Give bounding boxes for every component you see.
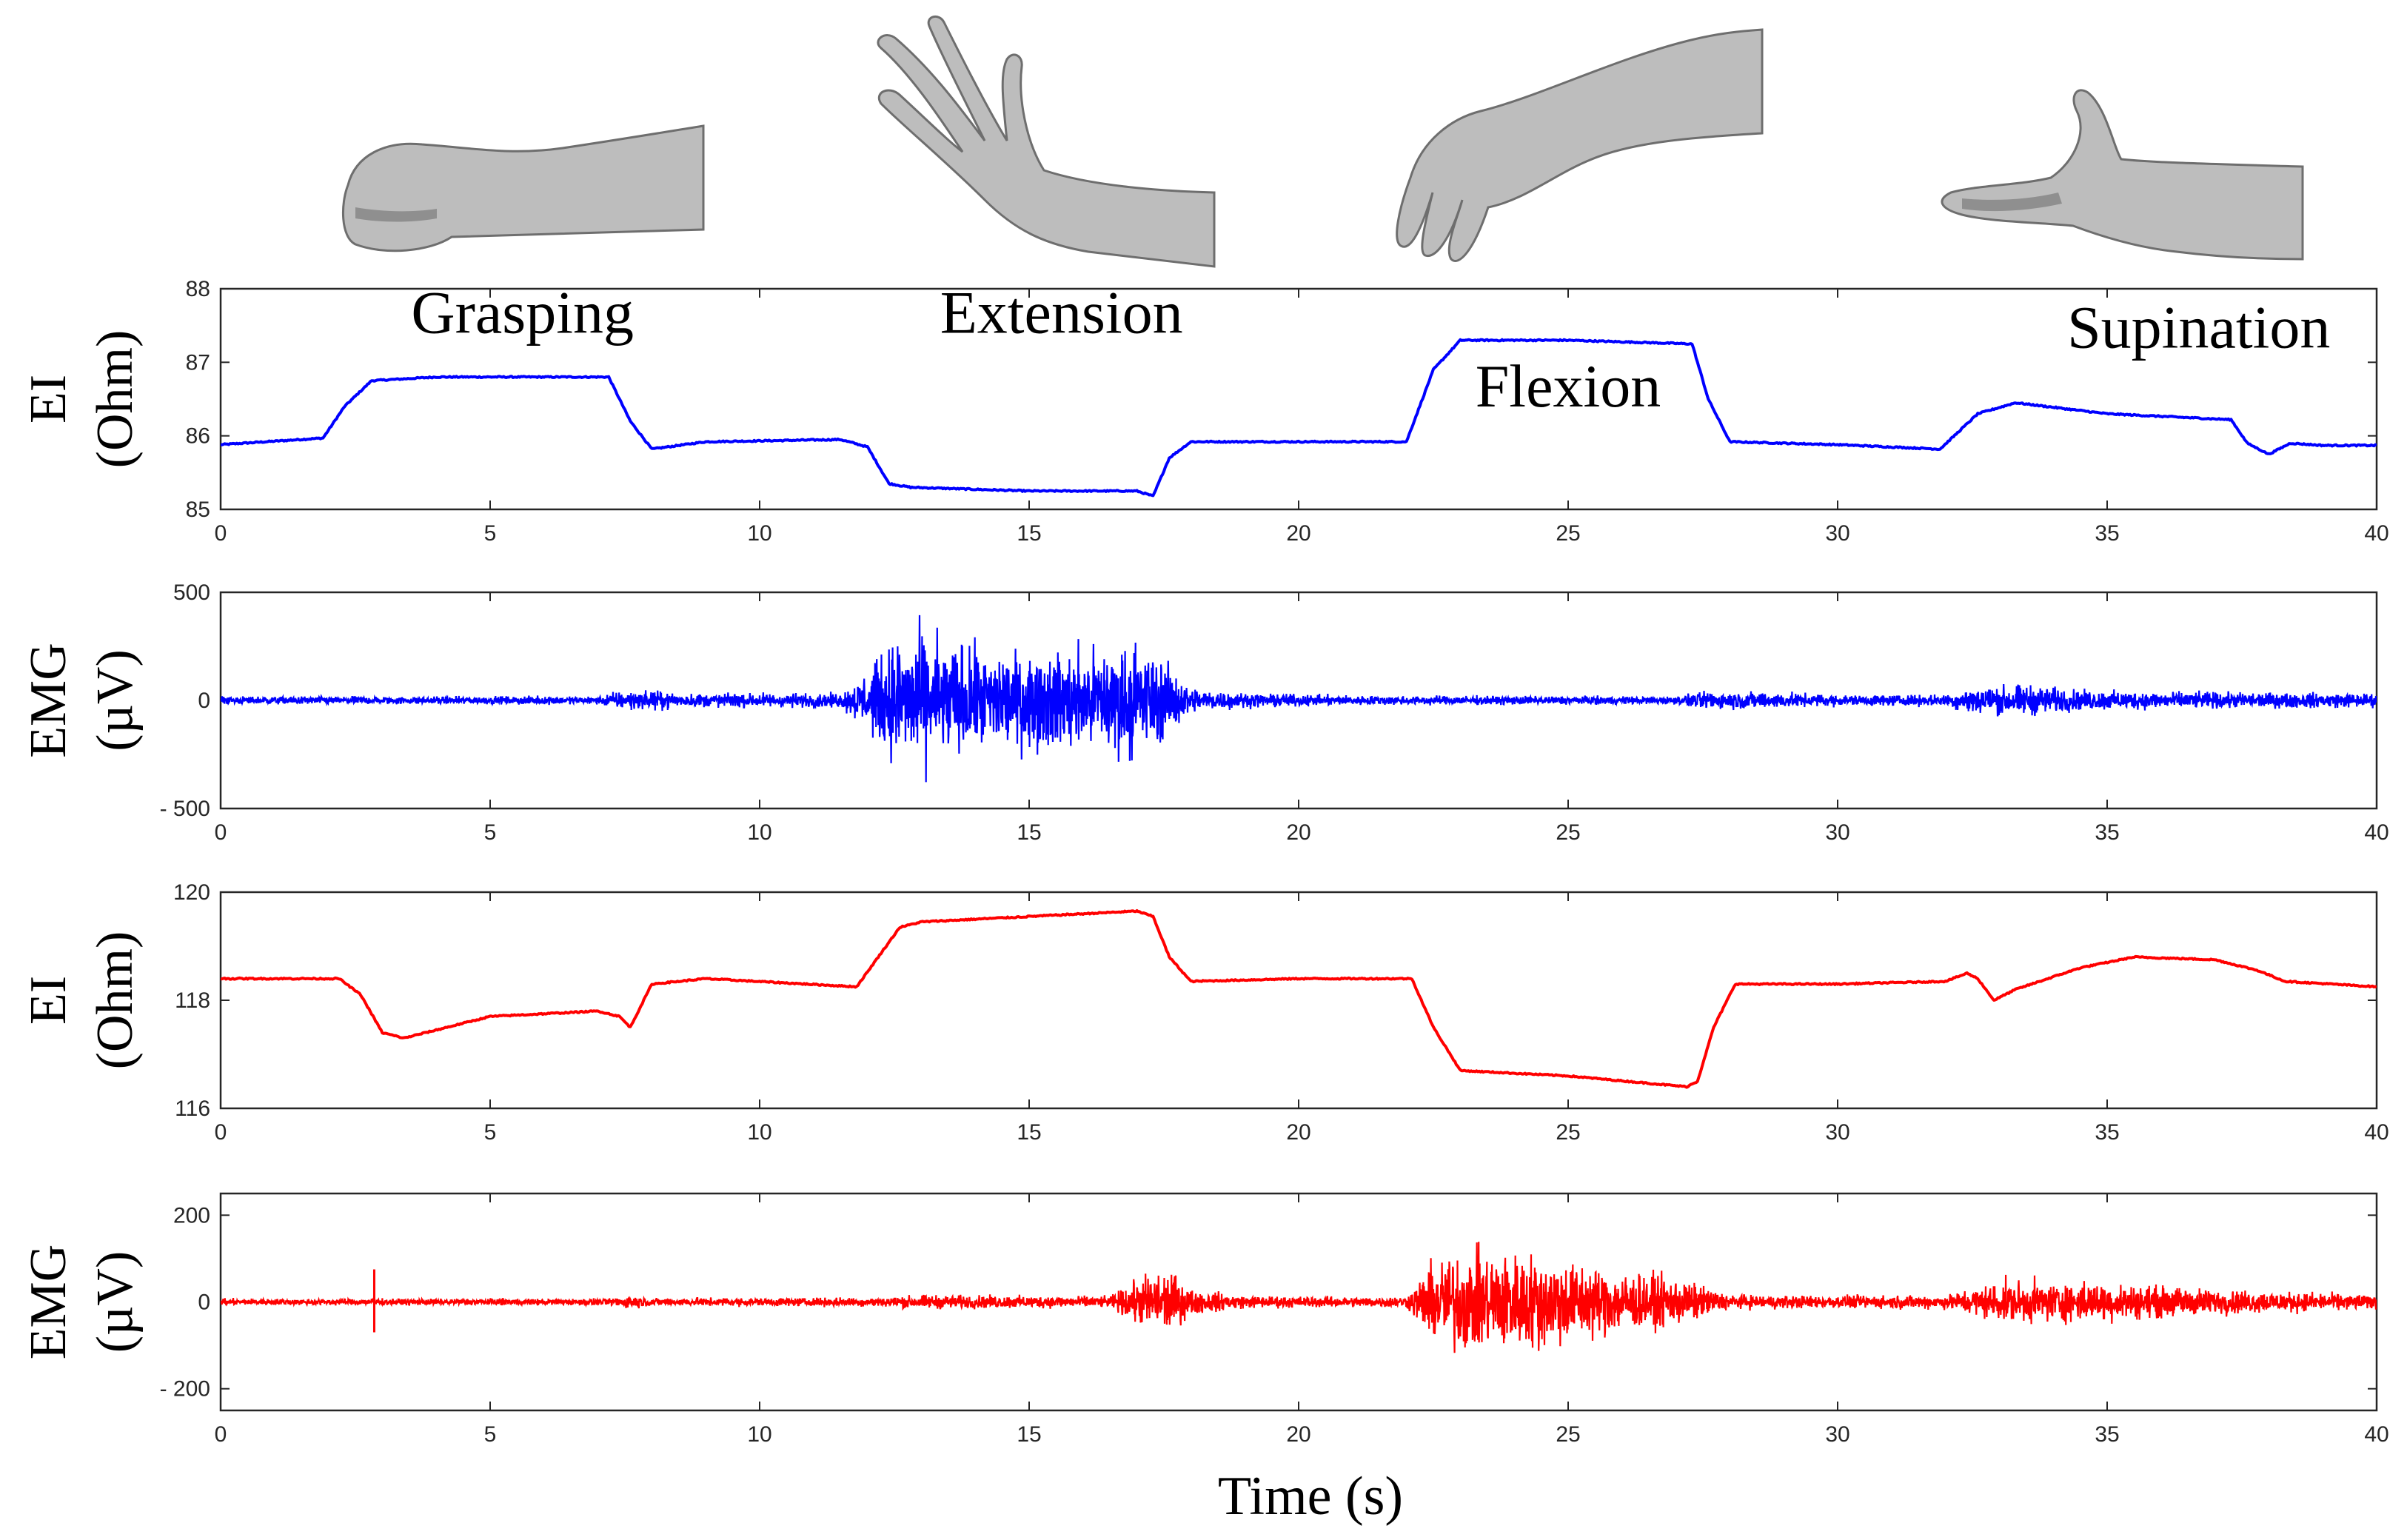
emg-series-trace — [221, 1242, 2377, 1353]
x-tick-label: 5 — [484, 1422, 497, 1447]
x-tick-label: 15 — [1017, 1422, 1041, 1447]
x-tick-label: 20 — [1286, 521, 1310, 546]
x-tick-label: 30 — [1825, 1120, 1849, 1145]
x-tick-label: 0 — [215, 521, 227, 546]
axes-box — [219, 287, 2378, 511]
x-tick-label: 0 — [215, 1120, 227, 1145]
y-axis-label-line1: EMG — [20, 643, 77, 758]
x-tick-label: 40 — [2364, 820, 2388, 845]
y-axis-label-line1: EI — [20, 375, 77, 424]
x-tick-label: 5 — [484, 1120, 497, 1145]
x-tick-label: 30 — [1825, 820, 1849, 845]
x-tick-label: 10 — [747, 1120, 771, 1145]
y-tick-label: 120 — [173, 880, 210, 905]
x-tick-label: 25 — [1556, 820, 1580, 845]
x-tick-label: 20 — [1286, 1422, 1310, 1447]
x-tick-label: 20 — [1286, 1120, 1310, 1145]
series-group — [221, 338, 2377, 498]
y-tick-label: 116 — [175, 1097, 210, 1121]
x-tick-label: 0 — [215, 820, 227, 845]
x-tick-label: 25 — [1556, 1422, 1580, 1447]
gesture-label: Grasping — [411, 279, 634, 346]
y-axis-label-line1: EI — [20, 976, 77, 1025]
y-axis-label-line2: (µV) — [87, 1251, 144, 1353]
fist-hand-icon — [341, 124, 705, 252]
axes-box — [219, 891, 2378, 1110]
x-tick-label: 15 — [1017, 521, 1041, 546]
y-axis-label-line1: EMG — [20, 1245, 77, 1360]
x-tick-label: 40 — [2364, 1120, 2388, 1145]
x-tick-label: 0 — [215, 1422, 227, 1447]
y-tick-label: 86 — [186, 424, 210, 449]
y-tick-label: - 200 — [160, 1377, 210, 1402]
y-tick-label: 0 — [198, 689, 210, 713]
y-axis-label-line2: (Ohm) — [87, 330, 144, 469]
emg-series-trace — [221, 615, 2377, 783]
x-tick-label: 15 — [1017, 1120, 1041, 1145]
x-tick-label: 5 — [484, 521, 497, 546]
x-axis-label: Time (s) — [1218, 1466, 1403, 1527]
y-tick-label: 85 — [186, 498, 210, 522]
x-tick-label: 35 — [2095, 820, 2119, 845]
x-tick-label: 40 — [2364, 1422, 2388, 1447]
x-tick-label: 20 — [1286, 820, 1310, 845]
flexed-hand-icon — [1396, 28, 1764, 262]
gesture-label: Extension — [940, 279, 1183, 346]
x-tick-label: 25 — [1556, 1120, 1580, 1145]
y-axis-label-line2: (Ohm) — [87, 931, 144, 1070]
x-tick-label: 40 — [2364, 521, 2388, 546]
x-tick-label: 35 — [2095, 1422, 2119, 1447]
x-tick-label: 30 — [1825, 1422, 1849, 1447]
y-tick-label: 0 — [198, 1290, 210, 1315]
y-tick-label: 88 — [186, 277, 210, 301]
supinated-hand-icon — [1941, 89, 2304, 261]
x-tick-label: 35 — [2095, 1120, 2119, 1145]
x-tick-label: 35 — [2095, 521, 2119, 546]
x-tick-label: 10 — [747, 820, 771, 845]
y-axis-label-line2: (µV) — [87, 649, 144, 751]
ei-series-line — [221, 908, 2377, 1089]
x-tick-label: 5 — [484, 820, 497, 845]
series-group — [221, 908, 2377, 1089]
extended-hand-icon — [877, 15, 1216, 268]
y-tick-label: 118 — [175, 988, 210, 1013]
x-tick-label: 25 — [1556, 521, 1580, 546]
y-tick-label: - 500 — [160, 797, 210, 821]
series-group — [221, 1242, 2377, 1353]
ei-series-line — [221, 338, 2377, 498]
y-tick-label: 500 — [173, 580, 210, 605]
x-tick-label: 30 — [1825, 521, 1849, 546]
panel-1: 0 5 10 15 20 25 30 35 40 85 86 87 88 EI (Ohm) Grasping E… — [20, 277, 2389, 546]
x-tick-label: 10 — [747, 1422, 771, 1447]
series-group — [221, 615, 2377, 783]
gesture-label: Supination — [2067, 293, 2330, 361]
x-tick-label: 10 — [747, 521, 771, 546]
y-tick-label: 87 — [186, 350, 210, 375]
x-tick-label: 15 — [1017, 820, 1041, 845]
y-tick-label: 200 — [173, 1203, 210, 1228]
panel-3: 0 5 10 15 20 25 30 35 40 116 118 120 EI (Ohm) — [20, 880, 2389, 1145]
gesture-label: Flexion — [1476, 352, 1661, 420]
